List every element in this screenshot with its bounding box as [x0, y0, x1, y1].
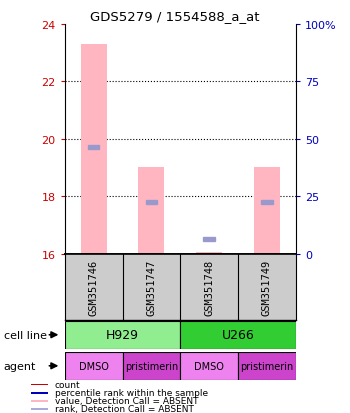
Bar	[203, 237, 215, 242]
Bar	[31, 384, 48, 386]
Text: GSM351747: GSM351747	[146, 259, 156, 315]
Text: rank, Detection Call = ABSENT: rank, Detection Call = ABSENT	[55, 404, 194, 413]
Text: count: count	[55, 380, 80, 389]
Bar	[65, 254, 122, 320]
Bar	[180, 254, 238, 320]
Bar	[238, 352, 296, 380]
Text: DMSO: DMSO	[79, 361, 108, 371]
Text: U266: U266	[222, 328, 254, 342]
Bar	[180, 352, 238, 380]
Bar	[196, 253, 222, 254]
Bar	[80, 45, 107, 254]
Text: GDS5279 / 1554588_a_at: GDS5279 / 1554588_a_at	[90, 10, 260, 23]
Bar	[238, 254, 296, 320]
Text: percentile rank within the sample: percentile rank within the sample	[55, 388, 208, 397]
Bar	[146, 200, 157, 204]
Text: agent: agent	[4, 361, 36, 371]
Bar	[122, 352, 180, 380]
Bar	[88, 146, 99, 150]
Bar	[31, 400, 48, 402]
Text: pristimerin: pristimerin	[125, 361, 178, 371]
Bar	[122, 254, 180, 320]
Bar	[31, 408, 48, 410]
Text: value, Detection Call = ABSENT: value, Detection Call = ABSENT	[55, 396, 198, 405]
Bar	[65, 352, 122, 380]
Bar	[261, 200, 273, 204]
Bar	[31, 392, 48, 394]
Text: DMSO: DMSO	[194, 361, 224, 371]
Text: GSM351749: GSM351749	[262, 259, 272, 315]
Text: cell line: cell line	[4, 330, 47, 340]
Text: GSM351748: GSM351748	[204, 259, 214, 315]
Text: H929: H929	[106, 328, 139, 342]
Bar	[138, 168, 164, 254]
Bar	[180, 321, 296, 349]
Bar	[65, 321, 180, 349]
Text: GSM351746: GSM351746	[89, 259, 99, 315]
Text: pristimerin: pristimerin	[240, 361, 294, 371]
Bar	[254, 168, 280, 254]
